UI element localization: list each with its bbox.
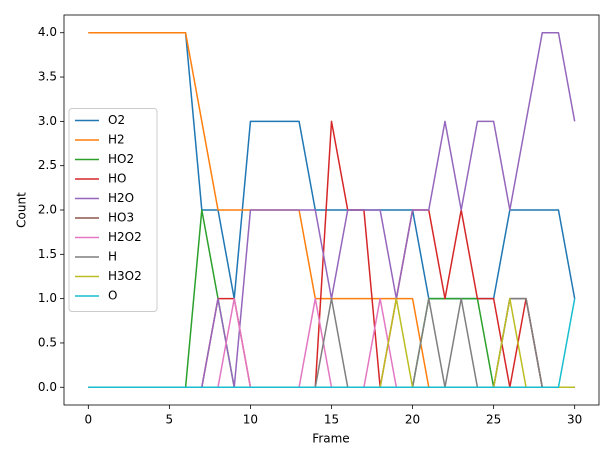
series-line — [88, 297, 575, 389]
legend-label: H3O2 — [108, 269, 142, 283]
y-tick-label: 3.5 — [38, 70, 57, 84]
x-tick-label: 15 — [324, 413, 339, 427]
legend: O2 H2 HO2 HO H2O HO3 H2O2 H H3O2 O — [68, 108, 158, 312]
legend-label: H2O — [108, 191, 134, 205]
legend-label: HO3 — [108, 211, 134, 225]
x-tick-label: 10 — [243, 413, 258, 427]
legend-label: O2 — [108, 113, 125, 127]
y-tick-label: 0.5 — [38, 335, 57, 349]
x-tick-label: 30 — [567, 413, 582, 427]
y-tick-label: 3.0 — [38, 114, 57, 128]
legend-label: HO — [108, 172, 126, 186]
y-tick-label: 2.0 — [38, 203, 57, 217]
plot-frame — [63, 14, 600, 406]
x-tick-label: 5 — [166, 413, 174, 427]
y-tick-label: 4.0 — [38, 25, 57, 39]
x-tick-label: 25 — [486, 413, 501, 427]
x-tick-label: 20 — [405, 413, 420, 427]
legend-label: H — [108, 250, 117, 264]
y-tick-label: 1.0 — [38, 291, 57, 305]
x-axis-label: Frame — [312, 432, 349, 446]
legend-label: H2 — [108, 133, 125, 147]
y-tick-label: 0.0 — [38, 380, 57, 394]
series-line — [88, 298, 576, 389]
legend-label: HO2 — [108, 152, 134, 166]
x-tick-label: 0 — [84, 413, 92, 427]
legend-label: O — [108, 289, 117, 303]
y-axis-label: Count — [15, 192, 29, 228]
legend-label: H2O2 — [108, 230, 142, 244]
y-tick-label: 1.5 — [38, 247, 57, 261]
y-tick-label: 2.5 — [38, 158, 57, 172]
